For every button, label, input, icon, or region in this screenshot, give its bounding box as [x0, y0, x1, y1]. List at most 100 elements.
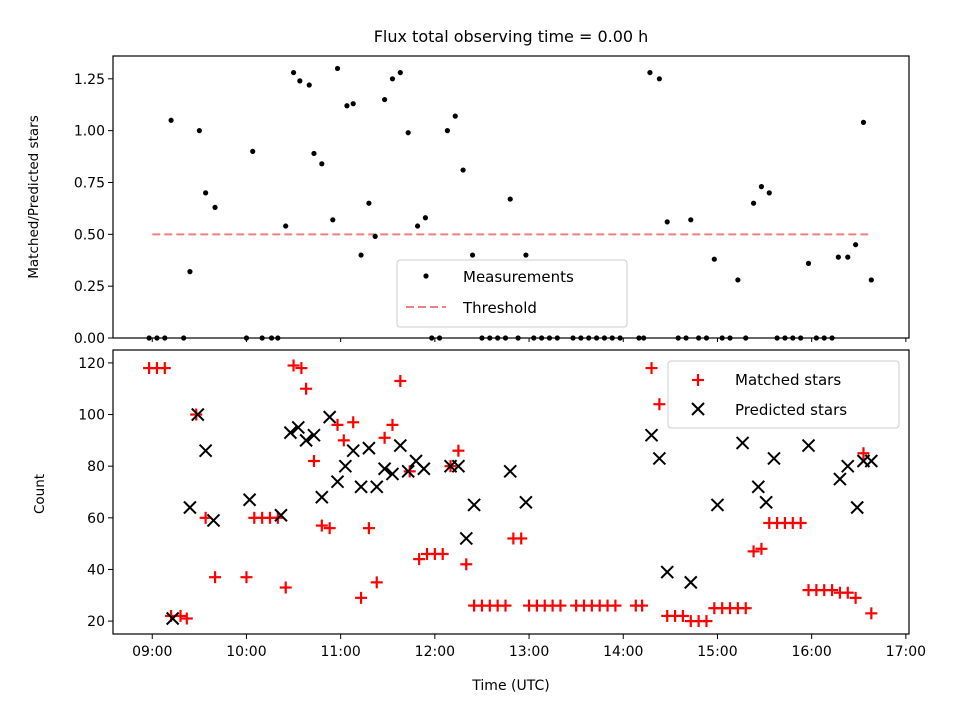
matched-star-point	[279, 581, 292, 594]
bottom-legend-box	[667, 360, 900, 429]
bottom-plot-frame	[112, 349, 910, 635]
measurement-point	[444, 128, 451, 134]
predicted-star-point	[165, 611, 180, 626]
matched-star-point	[460, 558, 473, 571]
measurement-point	[853, 242, 859, 248]
predicted-star-point	[519, 495, 533, 510]
legend-measurements-label: Measurements	[463, 268, 574, 286]
measurement-point	[330, 217, 336, 223]
predicted-star-point	[451, 459, 466, 473]
measurement-point	[306, 82, 312, 88]
matched-star-point	[653, 398, 666, 411]
predicted-star-point	[206, 513, 221, 528]
predicted-star-point	[841, 459, 855, 473]
matched-star-point	[499, 599, 512, 612]
top-y-tick-label: 1.00	[74, 124, 105, 140]
predicted-star-point	[684, 575, 698, 590]
predicted-star-point	[198, 443, 213, 458]
matched-star-point	[849, 591, 862, 604]
predicted-star-point	[644, 428, 659, 442]
bottom-x-tick-label: 15:00	[697, 644, 737, 660]
matched-star-point	[287, 359, 300, 372]
matched-star-point	[190, 408, 203, 421]
top-legend: Measurements Threshold	[396, 259, 628, 328]
matched-star-point	[739, 602, 752, 615]
top-legend-box	[396, 259, 628, 328]
measurement-point	[647, 69, 653, 76]
matched-star-point	[300, 382, 313, 395]
legend-matched-label: Matched stars	[735, 371, 841, 389]
measurement-point	[397, 69, 403, 76]
top-plot-frame	[112, 55, 910, 339]
bottom-matched-points	[143, 359, 878, 628]
matched-star-point	[307, 455, 320, 468]
measurement-point	[358, 252, 364, 258]
bottom-panel-xlabel: Time (UTC)	[471, 678, 549, 694]
matched-star-point	[158, 362, 171, 375]
predicted-star-point	[307, 428, 321, 442]
bottom-x-tick-label: 09:00	[132, 644, 172, 660]
measurement-point	[805, 260, 812, 266]
matched-star-point	[515, 532, 528, 545]
bottom-panel: Count Time (UTC) 20 40 60 80 100 120 09:00 10:…	[32, 349, 926, 694]
top-panel: Flux total observing time = 0.00 h Match…	[26, 27, 910, 347]
bottom-legend: Matched stars Predicted stars	[667, 360, 900, 429]
bottom-x-tick-label: 16:00	[791, 644, 831, 660]
measurement-point	[523, 252, 529, 258]
legend-predicted-marker	[691, 402, 705, 416]
matched-star-point	[826, 584, 839, 597]
predicted-star-point	[735, 436, 750, 450]
predicted-star-point	[385, 467, 400, 481]
matched-star-point	[841, 586, 854, 599]
matched-star-point	[331, 418, 344, 431]
matched-star-point	[295, 362, 308, 375]
bottom-x-tick-label: 13:00	[509, 644, 549, 660]
predicted-star-point	[467, 498, 481, 512]
matched-star-point	[370, 576, 383, 589]
matched-star-point	[794, 516, 807, 529]
measurement-point	[422, 215, 429, 221]
predicted-star-point	[346, 443, 360, 458]
measurement-point	[405, 130, 411, 136]
predicted-star-point	[370, 480, 384, 494]
top-panel-ylabel: Matched/Predicted stars	[26, 115, 42, 278]
predicted-star-point	[850, 500, 864, 515]
predicted-star-point	[833, 472, 847, 486]
measurement-point	[750, 200, 757, 206]
bottom-x-tick-label: 11:00	[320, 644, 360, 660]
measurement-point	[196, 128, 202, 134]
top-y-ticks: 0.00 0.25 0.50 0.75 1.00 1.25	[74, 72, 113, 347]
matched-star-point	[315, 519, 328, 532]
bottom-x-tick-label: 12:00	[415, 644, 455, 660]
predicted-star-point	[283, 425, 298, 440]
predicted-star-point	[274, 508, 288, 522]
predicted-star-point	[330, 474, 345, 489]
matched-star-point	[436, 547, 449, 560]
measurement-point	[334, 65, 341, 72]
bottom-x-tick-label: 17:00	[886, 644, 926, 660]
bottom-x-tick-label: 10:00	[226, 644, 266, 660]
matched-star-point	[180, 612, 193, 625]
bottom-y-tick-label: 100	[78, 408, 105, 424]
measurement-point	[344, 103, 350, 109]
matched-star-point	[240, 571, 253, 584]
measurement-point	[168, 117, 174, 123]
measurement-point	[382, 96, 388, 103]
predicted-star-point	[299, 433, 313, 448]
measurement-point	[664, 219, 670, 225]
matched-star-point	[676, 609, 689, 622]
top-x-ticks	[151, 338, 907, 342]
predicted-star-point	[503, 464, 517, 479]
measurement-point	[389, 76, 396, 82]
measurement-point	[187, 269, 193, 275]
top-y-tick-label: 0.00	[74, 331, 105, 347]
measurement-point	[860, 119, 867, 125]
bottom-y-ticks: 20 40 60 80 100 120	[78, 356, 113, 630]
bottom-y-tick-label: 120	[78, 356, 105, 372]
matched-star-point	[865, 607, 878, 620]
predicted-star-point	[710, 498, 725, 512]
legend-predicted-label: Predicted stars	[735, 401, 847, 419]
predicted-star-point	[652, 451, 667, 466]
measurement-point	[688, 217, 694, 223]
predicted-star-point	[242, 493, 257, 507]
